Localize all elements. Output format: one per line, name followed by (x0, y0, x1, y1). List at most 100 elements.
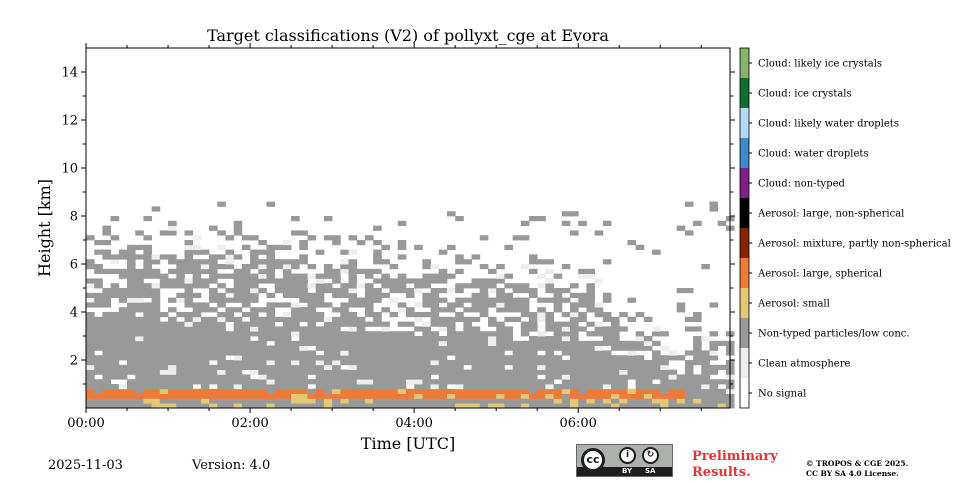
classification-cell (168, 345, 177, 351)
classification-cell (94, 326, 103, 332)
classification-cell (520, 312, 530, 318)
classification-cell (127, 292, 136, 298)
classification-cell (250, 388, 259, 394)
classification-cell (282, 264, 292, 270)
classification-cell (176, 403, 185, 409)
classification-cell (430, 360, 440, 366)
classification-cell (94, 240, 103, 246)
classification-cell (471, 326, 481, 332)
colorbar-label: Cloud: likely ice crystals (758, 59, 882, 70)
classification-cell (364, 345, 374, 351)
classification-cell (86, 388, 95, 394)
classification-cell (151, 297, 161, 303)
colorbar-label: Aerosol: mixture, partly non-spherical (757, 239, 951, 250)
classification-cell (504, 273, 513, 279)
classification-cell (86, 278, 95, 284)
classification-cell (504, 374, 513, 380)
classification-cell (250, 350, 259, 356)
classification-cell (315, 249, 325, 255)
classification-cell (266, 364, 276, 370)
classification-cell (282, 369, 292, 375)
classification-cell (676, 379, 686, 385)
classification-cell (274, 403, 284, 409)
classification-cell (471, 254, 481, 260)
classification-cell (225, 336, 235, 342)
classification-cell (381, 283, 390, 289)
classification-cell (397, 374, 407, 380)
classification-cell (307, 369, 317, 375)
classification-cell (537, 364, 546, 370)
classification-cell (463, 307, 472, 313)
classification-cell (684, 326, 694, 332)
classification-cell (635, 398, 645, 404)
classification-cell (446, 374, 456, 380)
classification-cell (241, 302, 251, 308)
classification-cell (487, 393, 497, 399)
classification-cell (561, 398, 571, 404)
classification-cell (135, 283, 144, 289)
classification-cell (323, 379, 333, 385)
classification-cell (282, 278, 292, 284)
classification-cell (340, 336, 349, 342)
classification-cell (356, 384, 366, 390)
classification-cell (340, 259, 349, 265)
classification-cell (348, 364, 358, 370)
classification-cell (209, 259, 218, 265)
classification-cell (225, 249, 235, 255)
classification-cell (168, 316, 177, 322)
classification-cell (159, 379, 169, 385)
classification-cell (520, 264, 530, 270)
classification-cell (282, 393, 292, 399)
classification-cell (118, 268, 128, 274)
classification-cell (611, 336, 620, 342)
classification-cell (652, 388, 661, 394)
classification-cell (348, 235, 358, 241)
classification-cell (496, 278, 505, 284)
classification-cell (86, 264, 95, 270)
classification-cell (94, 364, 103, 370)
classification-cell (619, 355, 628, 361)
classification-cell (373, 292, 382, 298)
classification-cell (94, 393, 103, 399)
classification-cell (168, 321, 177, 327)
classification-cell (455, 398, 464, 404)
footer-version: Version: 4.0 (192, 458, 271, 473)
classification-cell (479, 264, 489, 270)
classification-cell (135, 364, 144, 370)
classification-cell (323, 235, 333, 241)
classification-cell (537, 403, 546, 409)
classification-cell (102, 374, 112, 380)
classification-cell (529, 350, 538, 356)
classification-cell (414, 340, 423, 346)
classification-cell (332, 268, 341, 274)
classification-cell (586, 321, 596, 327)
classification-cell (348, 336, 358, 342)
classification-cell (184, 312, 194, 318)
classification-cell (545, 403, 555, 409)
classification-cell (504, 388, 513, 394)
classification-cell (717, 340, 727, 346)
colorbar-segment (740, 168, 749, 198)
classification-cell (291, 316, 300, 322)
classification-cell (340, 321, 349, 327)
classification-cell (512, 374, 522, 380)
classification-cell (373, 345, 382, 351)
classification-cell (693, 345, 702, 351)
classification-cell (102, 393, 112, 399)
classification-cell (561, 264, 571, 270)
classification-cell (446, 288, 456, 294)
classification-cell (455, 216, 464, 222)
classification-cell (529, 336, 538, 342)
classification-cell (159, 350, 169, 356)
classification-cell (520, 393, 530, 399)
classification-cell (586, 268, 596, 274)
classification-cell (652, 369, 661, 375)
classification-cell (86, 321, 95, 327)
classification-cell (422, 384, 431, 390)
classification-cell (430, 278, 440, 284)
classification-cell (291, 326, 300, 332)
classification-cell (348, 398, 358, 404)
classification-cell (315, 278, 325, 284)
classification-cell (299, 393, 308, 399)
classification-cell (414, 326, 423, 332)
